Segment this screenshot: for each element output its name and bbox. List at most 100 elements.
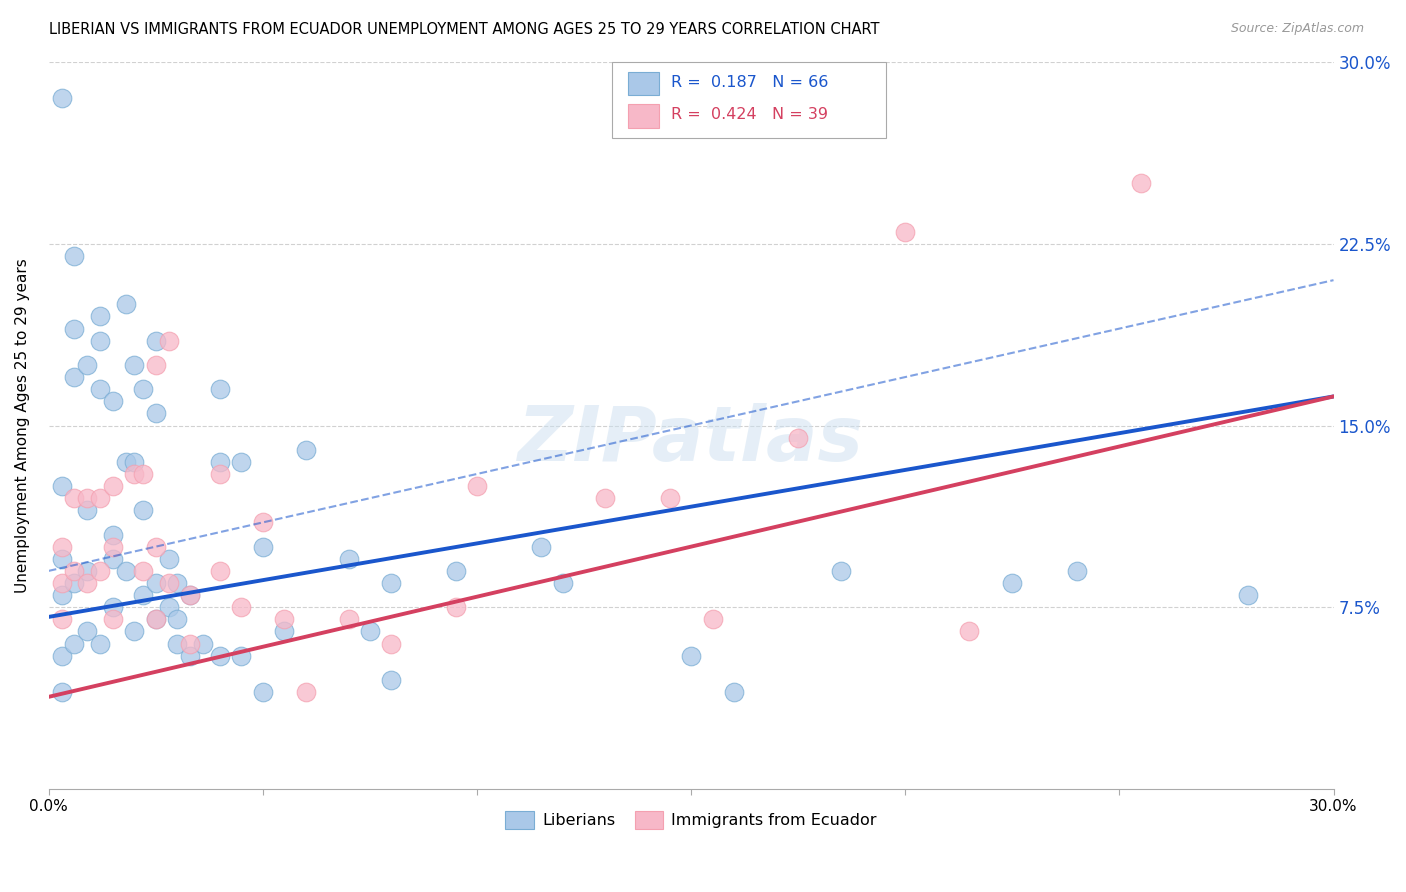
Point xyxy=(145,540,167,554)
Point xyxy=(959,624,981,639)
Point xyxy=(89,491,111,505)
Point xyxy=(145,358,167,372)
Point xyxy=(63,564,86,578)
Text: ZIPatlas: ZIPatlas xyxy=(519,403,865,477)
Point xyxy=(63,636,86,650)
Point xyxy=(145,612,167,626)
Text: Source: ZipAtlas.com: Source: ZipAtlas.com xyxy=(1230,22,1364,36)
Point xyxy=(595,491,617,505)
Point xyxy=(681,648,703,663)
Point xyxy=(76,576,98,591)
Point xyxy=(63,576,86,591)
Point xyxy=(359,624,381,639)
Point xyxy=(145,406,167,420)
Point xyxy=(337,551,360,566)
Point xyxy=(101,551,124,566)
Point xyxy=(1066,564,1088,578)
Point xyxy=(273,612,295,626)
Point xyxy=(273,624,295,639)
Point xyxy=(444,600,467,615)
Point xyxy=(76,564,98,578)
Point xyxy=(166,636,188,650)
Point xyxy=(101,600,124,615)
Point xyxy=(76,358,98,372)
Point xyxy=(380,576,402,591)
Point xyxy=(51,588,73,602)
Point xyxy=(166,576,188,591)
Point xyxy=(89,636,111,650)
Point xyxy=(132,382,155,396)
Point xyxy=(124,358,146,372)
Point xyxy=(209,467,232,481)
Point xyxy=(132,588,155,602)
Point xyxy=(179,648,201,663)
Point xyxy=(231,455,253,469)
Point xyxy=(157,600,180,615)
Point xyxy=(63,370,86,384)
Y-axis label: Unemployment Among Ages 25 to 29 years: Unemployment Among Ages 25 to 29 years xyxy=(15,258,30,593)
Point xyxy=(179,636,201,650)
Point xyxy=(101,540,124,554)
Point xyxy=(63,491,86,505)
Point xyxy=(380,636,402,650)
Point xyxy=(294,685,316,699)
Point xyxy=(132,467,155,481)
Point xyxy=(1129,176,1152,190)
Point xyxy=(209,564,232,578)
Point xyxy=(114,297,136,311)
Point xyxy=(76,503,98,517)
Point xyxy=(830,564,852,578)
Point xyxy=(894,225,917,239)
Point xyxy=(89,564,111,578)
Point xyxy=(191,636,214,650)
Point xyxy=(132,503,155,517)
Point xyxy=(1001,576,1024,591)
Point xyxy=(231,648,253,663)
Point xyxy=(209,382,232,396)
Point xyxy=(101,527,124,541)
Point xyxy=(51,648,73,663)
Point xyxy=(209,648,232,663)
Point xyxy=(76,624,98,639)
Point xyxy=(124,624,146,639)
Point xyxy=(252,685,274,699)
Point xyxy=(101,394,124,409)
Point xyxy=(76,491,98,505)
Point xyxy=(124,467,146,481)
Point xyxy=(89,334,111,348)
Point xyxy=(51,91,73,105)
Point xyxy=(166,612,188,626)
Point xyxy=(551,576,574,591)
Point xyxy=(252,516,274,530)
Point xyxy=(723,685,745,699)
Point xyxy=(89,310,111,324)
Point xyxy=(252,540,274,554)
Point xyxy=(157,576,180,591)
Point xyxy=(209,455,232,469)
Point xyxy=(337,612,360,626)
Point xyxy=(124,455,146,469)
Point xyxy=(145,576,167,591)
Point xyxy=(465,479,488,493)
Legend: Liberians, Immigrants from Ecuador: Liberians, Immigrants from Ecuador xyxy=(499,805,883,836)
Point xyxy=(658,491,681,505)
Point xyxy=(231,600,253,615)
Point xyxy=(51,612,73,626)
Point xyxy=(702,612,724,626)
Point xyxy=(179,588,201,602)
Point xyxy=(63,321,86,335)
Point xyxy=(51,576,73,591)
Point xyxy=(51,551,73,566)
Point xyxy=(51,479,73,493)
Text: R =  0.187   N = 66: R = 0.187 N = 66 xyxy=(671,75,828,89)
Point xyxy=(89,382,111,396)
Text: R =  0.424   N = 39: R = 0.424 N = 39 xyxy=(671,107,828,121)
Point xyxy=(101,612,124,626)
Text: LIBERIAN VS IMMIGRANTS FROM ECUADOR UNEMPLOYMENT AMONG AGES 25 TO 29 YEARS CORRE: LIBERIAN VS IMMIGRANTS FROM ECUADOR UNEM… xyxy=(49,22,880,37)
Point xyxy=(1237,588,1260,602)
Point xyxy=(114,455,136,469)
Point xyxy=(157,334,180,348)
Point xyxy=(51,685,73,699)
Point xyxy=(114,564,136,578)
Point xyxy=(530,540,553,554)
